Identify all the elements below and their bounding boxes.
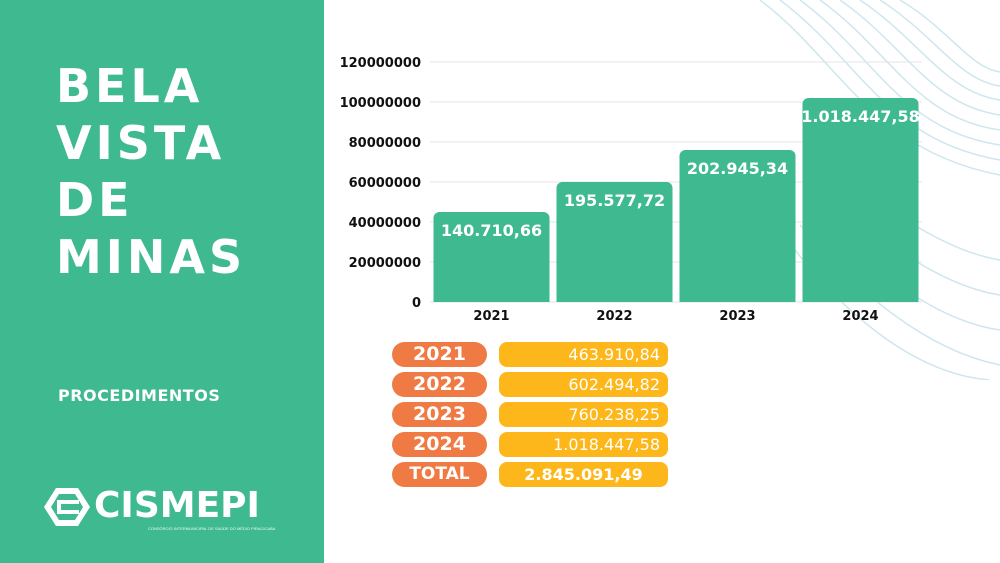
data-label: 202.945,34 xyxy=(687,159,788,178)
data-label: 140.710,66 xyxy=(441,221,542,240)
title-line: DE xyxy=(56,173,134,227)
x-tick-label: 2024 xyxy=(842,309,878,324)
value-pill: 602.494,82 xyxy=(499,372,668,397)
x-tick-label: 2022 xyxy=(596,309,632,324)
y-tick-label: 80000000 xyxy=(349,136,421,151)
data-labels: 140.710,66 195.577,72 202.945,34 1.018.447,… xyxy=(441,107,920,240)
summary-row: 2022 602.494,82 xyxy=(392,372,672,402)
bar xyxy=(433,212,550,302)
bar xyxy=(679,150,796,302)
bar xyxy=(556,182,673,302)
x-tick-label: 2023 xyxy=(719,309,755,324)
year-pill: 2021 xyxy=(392,342,487,367)
bar-base xyxy=(433,294,550,302)
title-line: VISTA xyxy=(56,116,226,170)
left-panel: BELA VISTA DE MINAS PROCEDIMENTOS CISMEP… xyxy=(0,0,324,563)
y-tick-label: 40000000 xyxy=(349,216,421,231)
cismepi-logo-icon xyxy=(44,488,90,526)
y-tick-label: 60000000 xyxy=(349,176,421,191)
y-tick-label: 0 xyxy=(412,296,421,311)
total-pill: TOTAL xyxy=(392,462,487,487)
cismepi-logo: CISMEPI CONSÓRCIO INTERMUNICIPAL DE SAÚD… xyxy=(44,486,284,536)
y-tick-label: 120000000 xyxy=(340,56,421,71)
bar-base xyxy=(802,294,919,302)
bar-base xyxy=(556,294,673,302)
summary-row: 2024 1.018.447,58 xyxy=(392,432,672,462)
year-pill: 2024 xyxy=(392,432,487,457)
value-pill: 463.910,84 xyxy=(499,342,668,367)
y-tick-label: 100000000 xyxy=(340,96,421,111)
value-pill: 760.238,25 xyxy=(499,402,668,427)
year-pill: 2022 xyxy=(392,372,487,397)
logo-wordmark: CISMEPI xyxy=(94,485,260,526)
data-label: 195.577,72 xyxy=(564,191,665,210)
bar-base xyxy=(679,294,796,302)
data-label: 1.018.447,58 xyxy=(801,107,919,126)
bar xyxy=(802,98,919,302)
summary-total-row: TOTAL 2.845.091,49 xyxy=(392,462,672,492)
y-tick-label: 20000000 xyxy=(349,256,421,271)
city-title: BELA VISTA DE MINAS xyxy=(56,58,246,286)
bar-chart: 0 20000000 40000000 60000000 80000000 1000000… xyxy=(340,56,922,324)
total-value-pill: 2.845.091,49 xyxy=(499,462,668,487)
year-pill: 2023 xyxy=(392,402,487,427)
summary-row: 2023 760.238,25 xyxy=(392,402,672,432)
summary-table: 2021 463.910,84 2022 602.494,82 2023 760… xyxy=(392,342,672,492)
title-line: MINAS xyxy=(56,230,247,284)
y-axis-ticks: 0 20000000 40000000 60000000 80000000 1000000… xyxy=(340,56,421,311)
bars xyxy=(433,98,919,302)
x-axis-ticks: 2021 2022 2023 2024 xyxy=(473,309,878,324)
summary-row: 2021 463.910,84 xyxy=(392,342,672,372)
section-subtitle: PROCEDIMENTOS xyxy=(58,386,221,405)
logo-tagline: CONSÓRCIO INTERMUNICIPAL DE SAÚDE DO MÉD… xyxy=(148,526,276,531)
value-pill: 1.018.447,58 xyxy=(499,432,668,457)
x-tick-label: 2021 xyxy=(473,309,509,324)
title-line: BELA xyxy=(56,59,204,113)
